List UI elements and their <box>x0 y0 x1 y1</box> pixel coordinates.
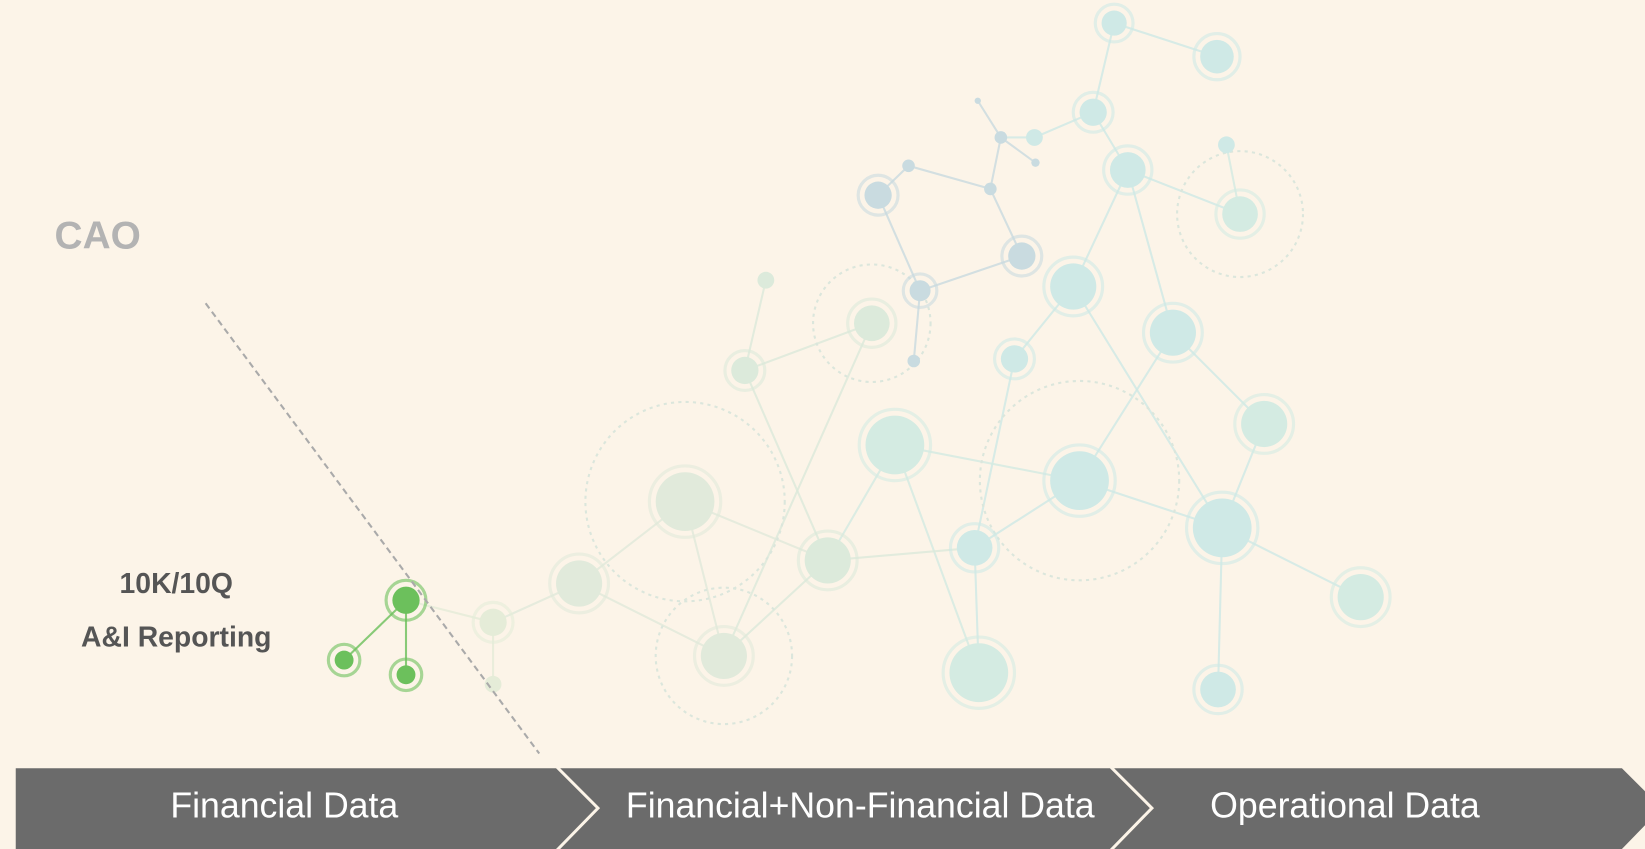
network-node <box>701 633 747 679</box>
network-node <box>805 537 851 583</box>
network-node <box>1026 129 1043 146</box>
network-node <box>1200 672 1236 708</box>
role-label: CAO <box>55 214 141 257</box>
network-node <box>1338 574 1384 620</box>
slide: CAO 10K/10Q A&I Reporting Financial Data… <box>0 0 1645 849</box>
network-node <box>335 651 354 670</box>
network-node <box>757 272 774 289</box>
network-node <box>907 355 920 368</box>
network-node <box>1193 498 1252 557</box>
stage-bar: Financial Data Financial+Non-Financial D… <box>16 768 1645 849</box>
network-node <box>957 530 993 566</box>
report-label: 10K/10Q <box>120 568 233 600</box>
network-node <box>1110 152 1146 188</box>
report-label: A&I Reporting <box>81 622 271 654</box>
stage-label: Financial Data <box>170 785 398 825</box>
network-node <box>1218 136 1235 153</box>
network-node <box>1008 242 1035 269</box>
network-node <box>864 182 891 209</box>
network-node <box>397 665 416 684</box>
network-node <box>1241 401 1287 447</box>
network-node <box>556 560 602 606</box>
network-node <box>1102 10 1127 35</box>
network-node <box>1050 451 1109 510</box>
network-node <box>902 160 915 173</box>
network-node <box>1222 196 1258 232</box>
network-node <box>866 416 925 475</box>
network-node <box>949 643 1008 702</box>
background <box>0 0 1645 849</box>
network-node <box>975 98 981 104</box>
network-node <box>656 472 715 531</box>
network-node <box>854 305 890 341</box>
stage-label: Financial+Non-Financial Data <box>626 785 1095 825</box>
network-node <box>984 183 997 196</box>
network-node <box>1050 263 1096 309</box>
network-node <box>1080 99 1107 126</box>
network-node <box>1031 158 1039 166</box>
network-node <box>995 131 1008 144</box>
page: CAO 10K/10Q A&I Reporting Financial Data… <box>0 0 1645 849</box>
network-node <box>1150 310 1196 356</box>
network-node <box>1200 40 1234 74</box>
network-node <box>392 587 419 614</box>
network-node <box>910 280 931 301</box>
network-node <box>1001 345 1028 372</box>
network-node <box>731 357 758 384</box>
stage-label: Operational Data <box>1210 785 1480 825</box>
network-node <box>479 609 506 636</box>
